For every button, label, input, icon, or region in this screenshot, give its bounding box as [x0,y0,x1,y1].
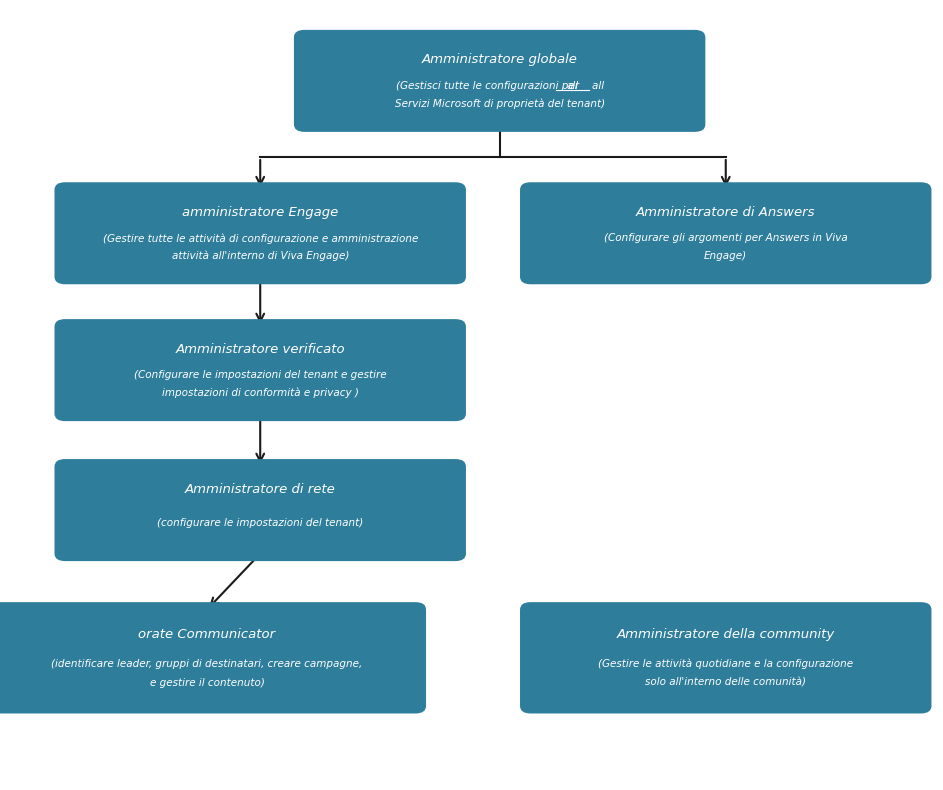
FancyBboxPatch shape [520,182,932,284]
Text: Amministratore della community: Amministratore della community [617,628,835,641]
Text: amministratore Engage: amministratore Engage [182,206,339,219]
Text: impostazioni di conformità e privacy ): impostazioni di conformità e privacy ) [162,388,358,398]
Text: Amministratore globale: Amministratore globale [422,54,577,66]
FancyBboxPatch shape [0,602,426,713]
Text: attività all'interno di Viva Engage): attività all'interno di Viva Engage) [172,250,349,261]
FancyBboxPatch shape [55,459,466,561]
FancyBboxPatch shape [55,182,466,284]
Text: Amministratore di rete: Amministratore di rete [185,483,336,495]
Text: (Gestire tutte le attività di configurazione e amministrazione: (Gestire tutte le attività di configuraz… [103,233,418,244]
Text: (Gestisci tutte le configurazioni per    all: (Gestisci tutte le configurazioni per al… [395,81,604,91]
Text: Servizi Microsoft di proprietà del tenant): Servizi Microsoft di proprietà del tenan… [394,98,604,109]
FancyBboxPatch shape [520,602,932,713]
Text: all: all [567,81,578,91]
Text: solo all'interno delle comunità): solo all'interno delle comunità) [645,678,806,688]
Text: Amministratore verificato: Amministratore verificato [175,343,345,356]
Text: (configurare le impostazioni del tenant): (configurare le impostazioni del tenant) [157,518,363,529]
Text: (identificare leader, gruppi di destinatari, creare campagne,: (identificare leader, gruppi di destinat… [51,659,363,668]
Text: e gestire il contenuto): e gestire il contenuto) [150,678,264,688]
Text: (Configurare le impostazioni del tenant e gestire: (Configurare le impostazioni del tenant … [134,371,387,380]
FancyBboxPatch shape [55,319,466,421]
Text: (Gestire le attività quotidiane e la configurazione: (Gestire le attività quotidiane e la con… [598,658,853,669]
Text: Engage): Engage) [704,251,747,261]
Text: Amministratore di Answers: Amministratore di Answers [636,206,816,219]
Text: orate Communicator: orate Communicator [139,628,275,641]
FancyBboxPatch shape [294,30,705,132]
Text: (Configurare gli argomenti per Answers in Viva: (Configurare gli argomenti per Answers i… [604,234,848,243]
